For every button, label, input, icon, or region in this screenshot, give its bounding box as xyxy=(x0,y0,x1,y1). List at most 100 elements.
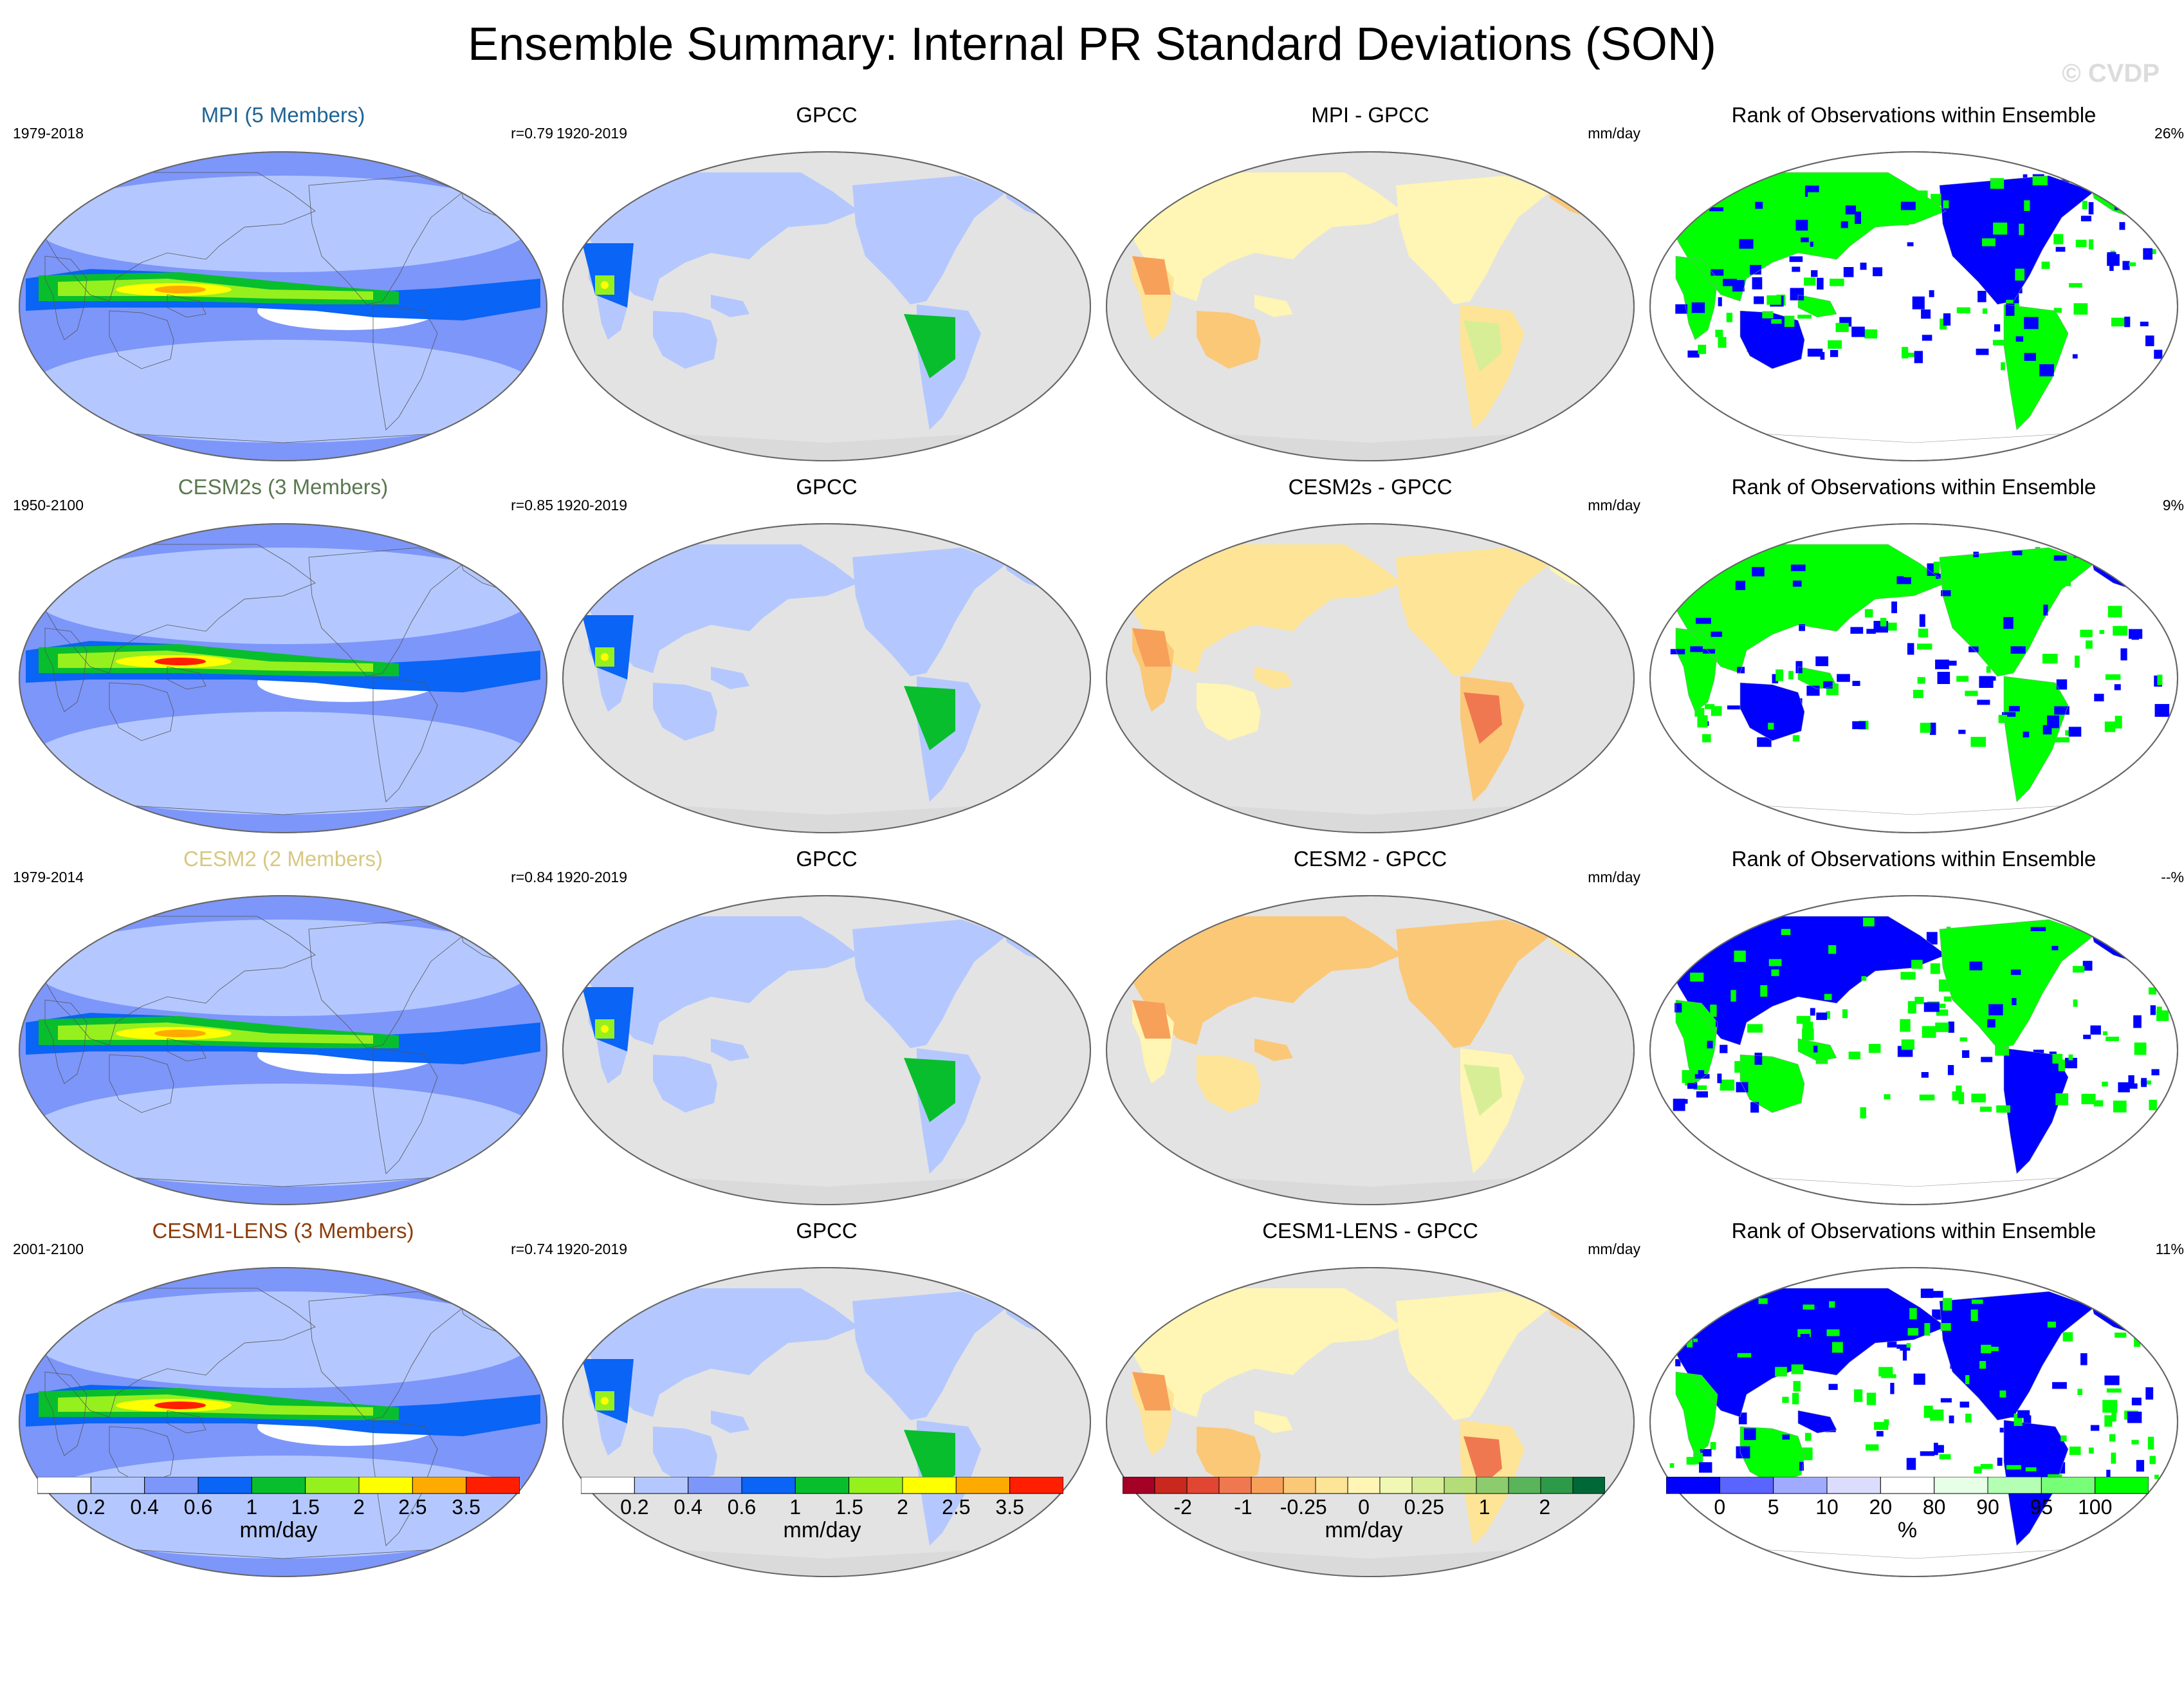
colorbar-swatch xyxy=(1444,1476,1477,1494)
colorbar-unit: % xyxy=(1897,1518,1918,1542)
rank-cell xyxy=(1710,1442,1716,1450)
rank-cell xyxy=(2052,1382,2067,1389)
map-outline xyxy=(1649,523,2178,833)
rank-title: Rank of Observations within Ensemble xyxy=(1731,1219,2097,1243)
colorbar-tick-label: 1 xyxy=(1479,1495,1491,1518)
rank-panel-row4: Rank of Observations within Ensemble 11% xyxy=(1644,1219,2184,1579)
colorbar-swatch xyxy=(741,1476,796,1494)
rank-cell xyxy=(2081,1093,2096,1104)
pattern-correlation: r=0.74 xyxy=(511,1241,553,1257)
colorbar-swatch xyxy=(1476,1476,1509,1494)
rank-cell xyxy=(1715,329,1723,337)
rank-cell xyxy=(1673,1098,1685,1111)
rank-cell xyxy=(1802,1028,1814,1041)
rank-cell xyxy=(1922,335,1932,341)
obs-title: GPCC xyxy=(796,103,858,127)
coastline xyxy=(109,682,174,741)
rank-panel-row1: Rank of Observations within Ensemble 26% xyxy=(1644,103,2184,463)
rank-cell xyxy=(2133,1015,2142,1028)
rank-cell xyxy=(2042,725,2052,735)
colorbar-swatch xyxy=(580,1476,635,1494)
model-panel-row3: CESM2 (2 Members) 1979-2014 r=0.84 xyxy=(13,847,553,1207)
rank-cell xyxy=(2118,1082,2130,1093)
model-title: CESM2 (2 Members) xyxy=(183,847,383,871)
rank-cell xyxy=(1906,1343,1911,1348)
rank-cell xyxy=(1943,313,1951,326)
colorbar-swatch xyxy=(1186,1476,1220,1494)
rank-cell xyxy=(1837,674,1850,682)
rank-cell xyxy=(1851,326,1865,337)
rank-cell xyxy=(1852,681,1860,687)
rank-cell xyxy=(1956,676,1969,682)
coastline xyxy=(38,544,316,674)
rank-cell xyxy=(1987,1346,1999,1351)
rank-cell xyxy=(2115,716,2122,729)
rank-cell xyxy=(2059,1305,2067,1315)
rank-cell xyxy=(1693,1452,1703,1465)
diff-region xyxy=(1464,1436,1502,1488)
model-period: 1950-2100 xyxy=(13,497,84,513)
colorbar-swatch xyxy=(1009,1476,1064,1494)
obs-panel-row3: GPCC 1920-2019 xyxy=(556,847,1097,1207)
model-panel-row4: CESM1-LENS (3 Members) 2001-2100 r=0.74 xyxy=(13,1219,553,1579)
rank-cell xyxy=(1843,266,1854,277)
rank-cell xyxy=(1907,643,1914,655)
rank-cell xyxy=(1969,961,1983,970)
map-outline xyxy=(19,895,547,1205)
rank-cell xyxy=(2030,927,2046,932)
rank-cell xyxy=(2006,299,2019,306)
rank-cell xyxy=(1790,969,1802,981)
rank-cell xyxy=(1804,1432,1812,1441)
rank-cell xyxy=(1693,1340,1703,1351)
coastline xyxy=(1739,310,1805,369)
rank-cell xyxy=(2025,1467,2037,1472)
coastline xyxy=(1675,255,1718,340)
diff-title: CESM1-LENS - GPCC xyxy=(1262,1219,1478,1243)
rank-cell xyxy=(1738,1412,1747,1425)
land-area xyxy=(1740,1055,1804,1113)
rank-cell xyxy=(1693,1338,1698,1342)
colorbar-swatches: 0.2 0.4 0.6 1 1.5 2 2.5 3.5 xyxy=(580,1476,1064,1519)
coastline xyxy=(1669,916,1947,1046)
coastline xyxy=(1669,544,1947,674)
rank-cell xyxy=(1997,1457,2003,1466)
rank-cell xyxy=(1738,947,1752,952)
colorbar-tick-label: 0.4 xyxy=(130,1495,158,1518)
model-title: CESM1-LENS (3 Members) xyxy=(152,1219,414,1243)
rank-cell xyxy=(1792,266,1801,272)
rank-cell xyxy=(1747,580,1754,586)
rank-cell xyxy=(1868,1044,1881,1053)
land-area xyxy=(582,544,859,673)
rank-cell xyxy=(1705,652,1711,662)
rank-cell xyxy=(2010,969,2021,976)
rank-cell xyxy=(2020,1450,2025,1461)
rank-cell xyxy=(1718,549,1723,557)
rank-cell xyxy=(1797,315,1812,319)
rank-cell xyxy=(1757,937,1769,941)
rank-cell xyxy=(1978,290,1987,302)
rank-cell xyxy=(1826,1011,1830,1019)
rank-cell xyxy=(2077,1389,2082,1396)
rank-cell xyxy=(2156,1006,2162,1012)
rank-cell xyxy=(1958,1092,1965,1104)
model-panel-row1: MPI (5 Members) 1979-2018 r=0.79 xyxy=(13,103,553,463)
rank-cell xyxy=(1913,690,1923,699)
rank-cell xyxy=(1754,296,1764,304)
rank-cell xyxy=(2088,1447,2094,1454)
rank-cell xyxy=(2114,684,2121,690)
land-area xyxy=(852,176,1007,304)
model-map xyxy=(19,1267,547,1577)
rank-cell xyxy=(1830,349,1839,357)
rank-cell xyxy=(2058,1059,2066,1071)
colorbar-tick-label: 2 xyxy=(353,1495,365,1518)
land-area xyxy=(711,667,749,689)
rank-cell xyxy=(1941,590,1951,597)
rank-cell xyxy=(1710,233,1715,245)
rank-cell xyxy=(1737,1353,1752,1358)
rank-cell xyxy=(1822,1301,1831,1306)
coastline xyxy=(1797,1410,1837,1434)
rank-cell xyxy=(1896,218,1909,226)
rank-cell xyxy=(1930,963,1940,974)
rank-cell xyxy=(1861,976,1867,981)
rank-cell xyxy=(1902,1348,1907,1361)
